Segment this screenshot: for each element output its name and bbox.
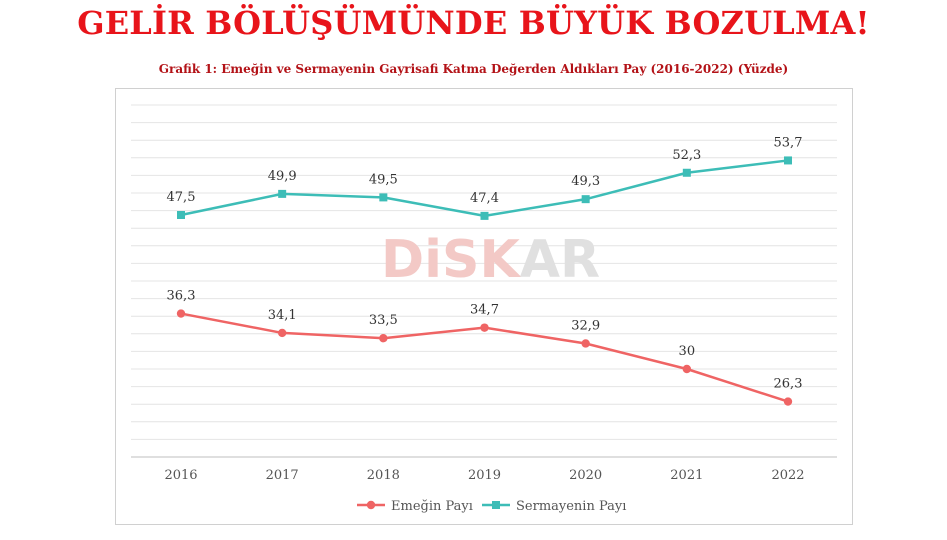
legend-marker [492, 501, 500, 509]
watermark-right: AR [520, 230, 600, 290]
series-markers [176, 156, 793, 406]
x-tick-label: 2022 [771, 468, 804, 483]
data-label: 34,7 [470, 303, 499, 318]
data-label: 53,7 [774, 135, 803, 150]
x-tick-label: 2017 [266, 468, 299, 483]
data-label: 33,5 [369, 313, 398, 328]
data-point [784, 156, 792, 165]
x-tick-label: 2021 [670, 468, 703, 483]
data-label: 30 [679, 344, 696, 359]
data-label: 26,3 [774, 377, 803, 392]
data-point [177, 211, 185, 219]
x-tick-label: 2018 [367, 468, 400, 483]
data-label: 36,3 [167, 289, 196, 304]
data-point [277, 328, 287, 338]
data-point [783, 397, 793, 406]
data-point [682, 364, 692, 374]
data-label: 49,9 [268, 169, 297, 184]
chart-frame [115, 88, 853, 525]
data-label: 34,1 [268, 308, 297, 323]
data-label: 49,3 [571, 174, 600, 189]
svg-text:DiSKAR: DiSKAR [381, 230, 600, 290]
data-label: 47,4 [470, 191, 499, 206]
x-tick-label: 2016 [164, 468, 197, 483]
data-point [581, 195, 590, 204]
legend-marker [366, 500, 376, 510]
watermark-logo: DiSKAR [381, 230, 600, 290]
data-point [480, 323, 489, 332]
data-point [480, 211, 489, 220]
x-tick-label: 2020 [569, 468, 602, 483]
data-labels: 36,3 34,1 33,5 34,7 32,9 30 26,3 47,5 49,9 49,5 47… [167, 135, 803, 391]
page-headline: GELİR BÖLÜŞÜMÜNDE BÜYÜK BOZULMA! [77, 4, 870, 42]
watermark-left: DiSK [381, 230, 521, 290]
legend: Emeğin Payı Sermayenin Payı [357, 499, 626, 514]
gridlines [131, 104, 837, 458]
data-point [379, 334, 388, 343]
data-point [278, 189, 287, 198]
data-point [176, 309, 186, 318]
data-label: 32,9 [571, 318, 600, 333]
chart-title: Grafik 1: Emeğin ve Sermayenin Gayrisafi… [158, 62, 789, 76]
data-label: 47,5 [167, 190, 196, 205]
legend-label: Emeğin Payı [391, 499, 473, 514]
data-point [581, 339, 590, 348]
x-axis-ticks: 2016 2017 2018 2019 2020 2021 2022 [164, 468, 804, 483]
data-point [682, 168, 691, 177]
data-label: 52,3 [672, 148, 701, 163]
data-point [379, 193, 388, 202]
x-tick-label: 2019 [468, 468, 501, 483]
legend-label: Sermayenin Payı [516, 499, 626, 514]
data-label: 49,5 [369, 172, 398, 187]
